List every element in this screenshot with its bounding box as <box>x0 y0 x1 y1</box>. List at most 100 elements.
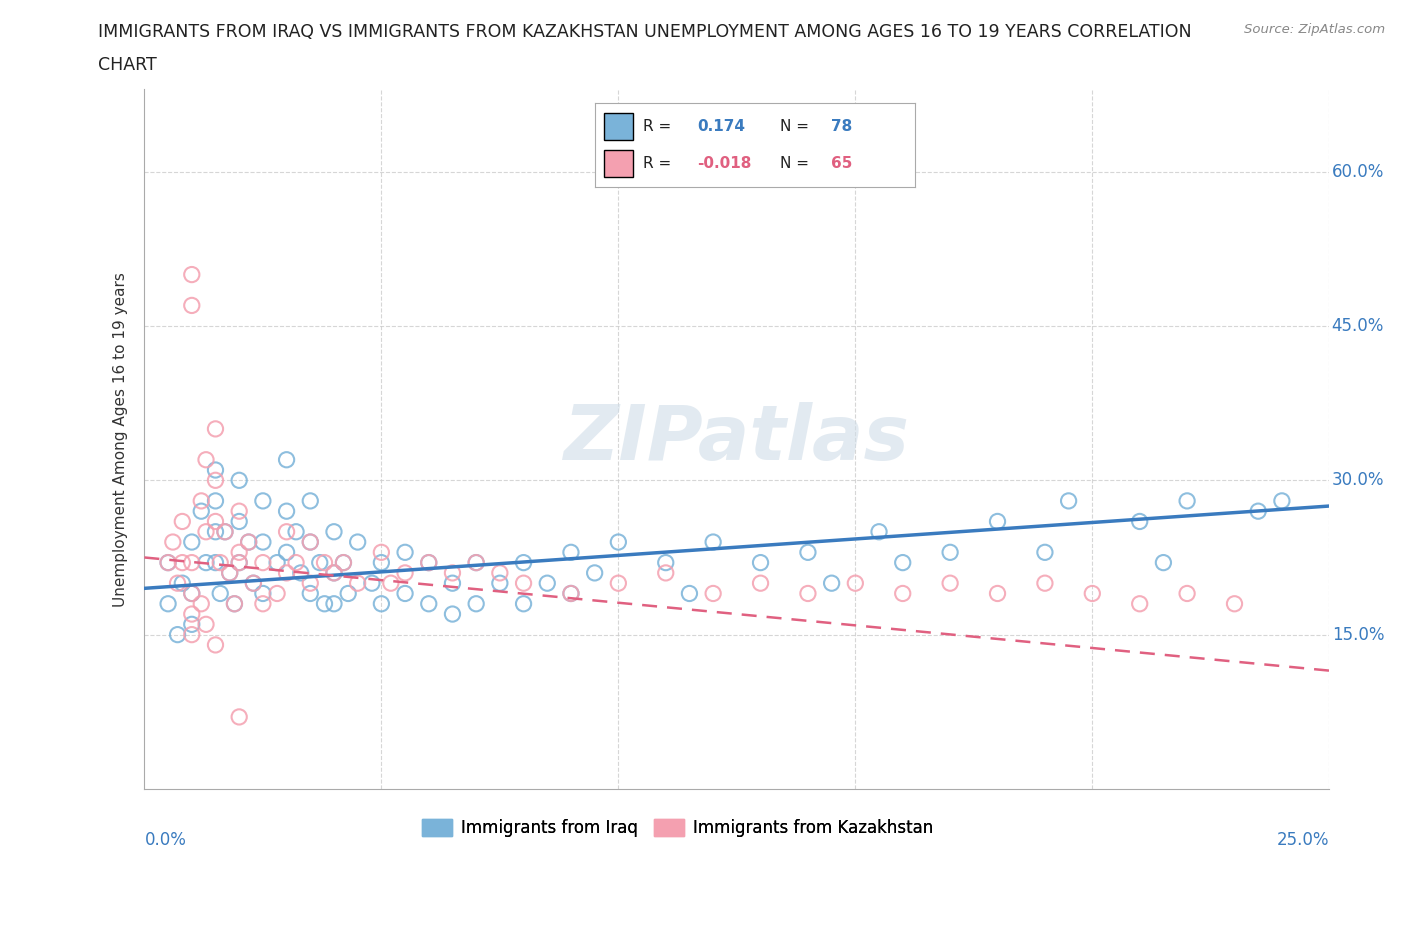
Point <box>190 504 212 519</box>
Point <box>314 596 336 611</box>
Point <box>204 462 226 477</box>
Point <box>797 545 820 560</box>
Point <box>1223 596 1246 611</box>
Point <box>209 586 232 601</box>
Point <box>512 555 534 570</box>
Point <box>180 555 202 570</box>
Point <box>749 555 772 570</box>
Point <box>702 535 724 550</box>
Point <box>370 596 392 611</box>
Text: 45.0%: 45.0% <box>1331 317 1384 335</box>
Point <box>441 576 464 591</box>
Text: 60.0%: 60.0% <box>1331 163 1384 180</box>
Point <box>276 525 298 539</box>
Point <box>157 596 180 611</box>
Point <box>228 514 250 529</box>
Point <box>252 494 274 509</box>
Point <box>180 606 202 621</box>
Point <box>190 494 212 509</box>
Point <box>180 267 202 282</box>
Point <box>228 555 250 570</box>
Point <box>1081 586 1104 601</box>
Point <box>560 586 582 601</box>
Point <box>228 710 250 724</box>
Point <box>607 535 630 550</box>
Point <box>228 555 250 570</box>
Point <box>346 576 368 591</box>
Point <box>172 555 194 570</box>
Point <box>299 494 322 509</box>
Point <box>308 555 330 570</box>
Point <box>1271 494 1294 509</box>
Point <box>299 535 322 550</box>
Point <box>276 545 298 560</box>
Point <box>218 565 240 580</box>
Point <box>1152 555 1174 570</box>
Point <box>346 535 368 550</box>
Point <box>299 576 322 591</box>
Point <box>228 545 250 560</box>
Point <box>418 555 440 570</box>
Point <box>323 565 346 580</box>
Point <box>252 555 274 570</box>
Point <box>204 494 226 509</box>
Point <box>1129 596 1152 611</box>
Point <box>361 576 384 591</box>
Point <box>285 525 308 539</box>
Point <box>204 421 226 436</box>
Point <box>939 545 962 560</box>
Point <box>252 586 274 601</box>
Point <box>238 535 260 550</box>
Point <box>868 525 890 539</box>
Point <box>465 555 488 570</box>
Point <box>655 565 678 580</box>
Point <box>441 606 464 621</box>
Point <box>299 535 322 550</box>
Point <box>276 452 298 467</box>
Point <box>157 555 180 570</box>
Point <box>465 555 488 570</box>
Point <box>560 586 582 601</box>
Text: IMMIGRANTS FROM IRAQ VS IMMIGRANTS FROM KAZAKHSTAN UNEMPLOYMENT AMONG AGES 16 TO: IMMIGRANTS FROM IRAQ VS IMMIGRANTS FROM … <box>98 23 1192 41</box>
Point <box>180 535 202 550</box>
Text: 25.0%: 25.0% <box>1277 830 1329 849</box>
Point <box>238 535 260 550</box>
Point <box>749 576 772 591</box>
Point <box>224 596 246 611</box>
Point <box>536 576 558 591</box>
Point <box>323 525 346 539</box>
Point <box>180 617 202 631</box>
Point <box>1247 504 1270 519</box>
Point <box>1057 494 1080 509</box>
Point <box>1175 586 1198 601</box>
Point <box>228 504 250 519</box>
Point <box>252 535 274 550</box>
Point <box>224 596 246 611</box>
Point <box>314 555 336 570</box>
Point <box>204 472 226 487</box>
Text: Source: ZipAtlas.com: Source: ZipAtlas.com <box>1244 23 1385 36</box>
Point <box>195 617 218 631</box>
Point <box>1033 576 1056 591</box>
Point <box>332 555 354 570</box>
Point <box>218 565 240 580</box>
Text: 15.0%: 15.0% <box>1331 626 1384 644</box>
Point <box>195 555 218 570</box>
Point <box>655 555 678 570</box>
Point <box>332 555 354 570</box>
Point <box>204 555 226 570</box>
Point <box>266 555 288 570</box>
Point <box>607 576 630 591</box>
Point <box>209 555 232 570</box>
Point <box>242 576 264 591</box>
Point <box>180 298 202 312</box>
Text: CHART: CHART <box>98 56 157 73</box>
Point <box>1129 514 1152 529</box>
Point <box>820 576 842 591</box>
Legend: Immigrants from Iraq, Immigrants from Kazakhstan: Immigrants from Iraq, Immigrants from Ka… <box>416 812 939 844</box>
Point <box>418 596 440 611</box>
Point <box>337 586 360 601</box>
Point <box>242 576 264 591</box>
Point <box>323 596 346 611</box>
Point <box>323 565 346 580</box>
